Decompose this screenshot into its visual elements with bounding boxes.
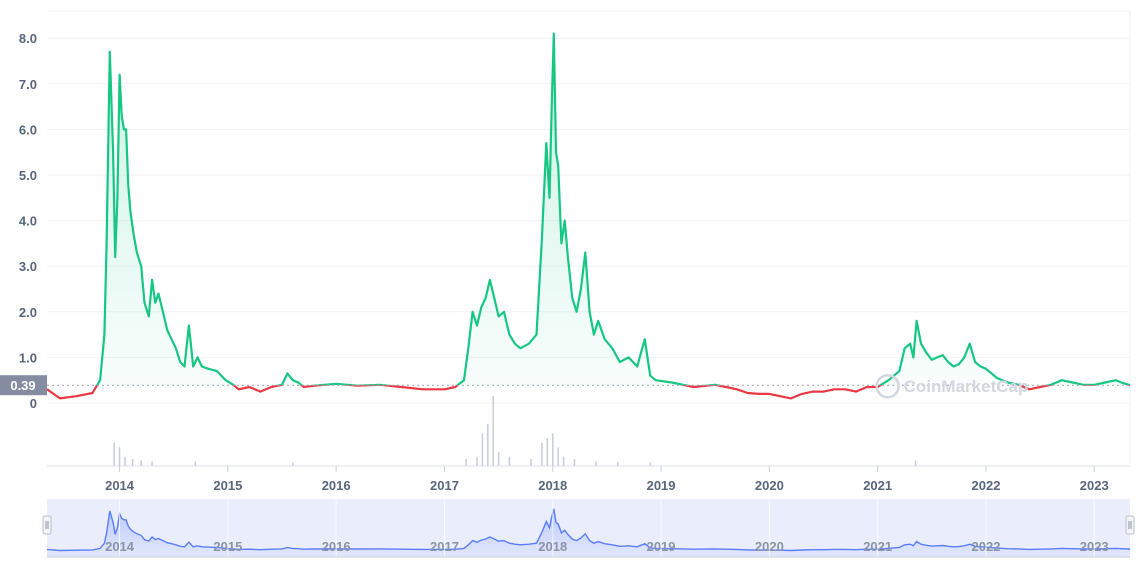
navigator-area [47,508,1130,557]
volume-bars [113,396,917,466]
x-tick-label: 2021 [863,478,892,493]
volume-bar [541,442,543,466]
y-tick-label: 6.0 [19,122,37,137]
volume-bar [649,462,651,466]
navigator-right-handle[interactable] [1125,515,1135,535]
volume-bar [492,396,494,466]
current-price-badge [0,375,47,396]
navigator-tick-label: 2016 [322,539,351,554]
volume-bar [595,461,597,466]
volume-bar [131,459,134,466]
watermark: CoinMarketCap [875,373,1029,399]
y-tick-label: 7.0 [19,77,37,92]
navigator-tick-label: 2014 [105,539,135,554]
range-navigator[interactable]: 2014 2015 2016 2017 2018 2019 2020 2021 2022 2023 [42,499,1135,558]
navigator-tick-label: 2023 [1080,539,1109,554]
volume-bar [465,459,467,466]
x-tick-label: 2016 [322,478,351,493]
x-tick-label: 2015 [213,478,242,493]
volume-bar [151,461,153,466]
volume-bar [194,461,197,466]
volume-bar [124,456,126,466]
navigator-left-handle[interactable] [42,515,52,535]
gridlines [47,10,1131,467]
x-tick-label: 2023 [1080,478,1109,493]
volume-bar [481,433,484,466]
price-line-up [95,32,1131,386]
y-tick-label: 4.0 [19,214,37,229]
x-tick-label: 2018 [538,478,567,493]
volume-bar [118,447,121,466]
x-tick-label: 2014 [105,478,135,493]
volume-bar [552,433,554,466]
price-area [47,33,1130,386]
navigator-tick-label: 2017 [430,539,459,554]
volume-bar [546,438,549,466]
navigator-tick-label: 2021 [863,539,892,554]
volume-bar [914,460,917,466]
y-tick-label: 3.0 [19,259,37,274]
price-line [46,32,1131,400]
x-axis-ticks: 2014 2015 2016 2017 2018 2019 2020 2021 2022 2023 [105,466,1109,493]
volume-bar [487,424,489,466]
current-price-marker: 0.39 [0,375,1130,396]
volume-bar [476,456,478,466]
volume-bar [557,447,559,466]
volume-bar [508,456,511,466]
y-tick-label: 8.0 [19,31,37,46]
navigator-tick-label: 2019 [647,539,676,554]
navigator-tick-label: 2015 [213,539,242,554]
navigator-line [46,508,1131,552]
volume-bar [113,442,115,466]
y-tick-label: 0 [30,396,37,411]
x-tick-label: 2019 [647,478,676,493]
volume-bar [573,459,576,466]
watermark-text: CoinMarketCap [904,377,1029,396]
current-price-label: 0.39 [10,378,35,393]
volume-bar [140,460,142,466]
volume-bar [562,456,565,466]
volume-bar [497,452,500,466]
y-tick-label: 2.0 [19,305,37,320]
volume-bar [292,462,294,466]
y-axis-ticks: 0 1.0 2.0 3.0 4.0 5.0 6.0 7.0 8.0 [19,31,37,411]
y-tick-label: 5.0 [19,168,37,183]
x-tick-label: 2022 [972,478,1001,493]
price-area-fill [47,33,1130,386]
navigator-tick-label: 2022 [972,539,1001,554]
x-tick-label: 2017 [430,478,459,493]
volume-bar [616,462,619,466]
navigator-tick-label: 2018 [538,539,567,554]
volume-bar [530,459,532,466]
navigator-tick-label: 2020 [755,539,784,554]
y-tick-label: 1.0 [19,350,37,365]
coinmarketcap-logo-icon [875,373,900,399]
x-tick-label: 2020 [755,478,784,493]
